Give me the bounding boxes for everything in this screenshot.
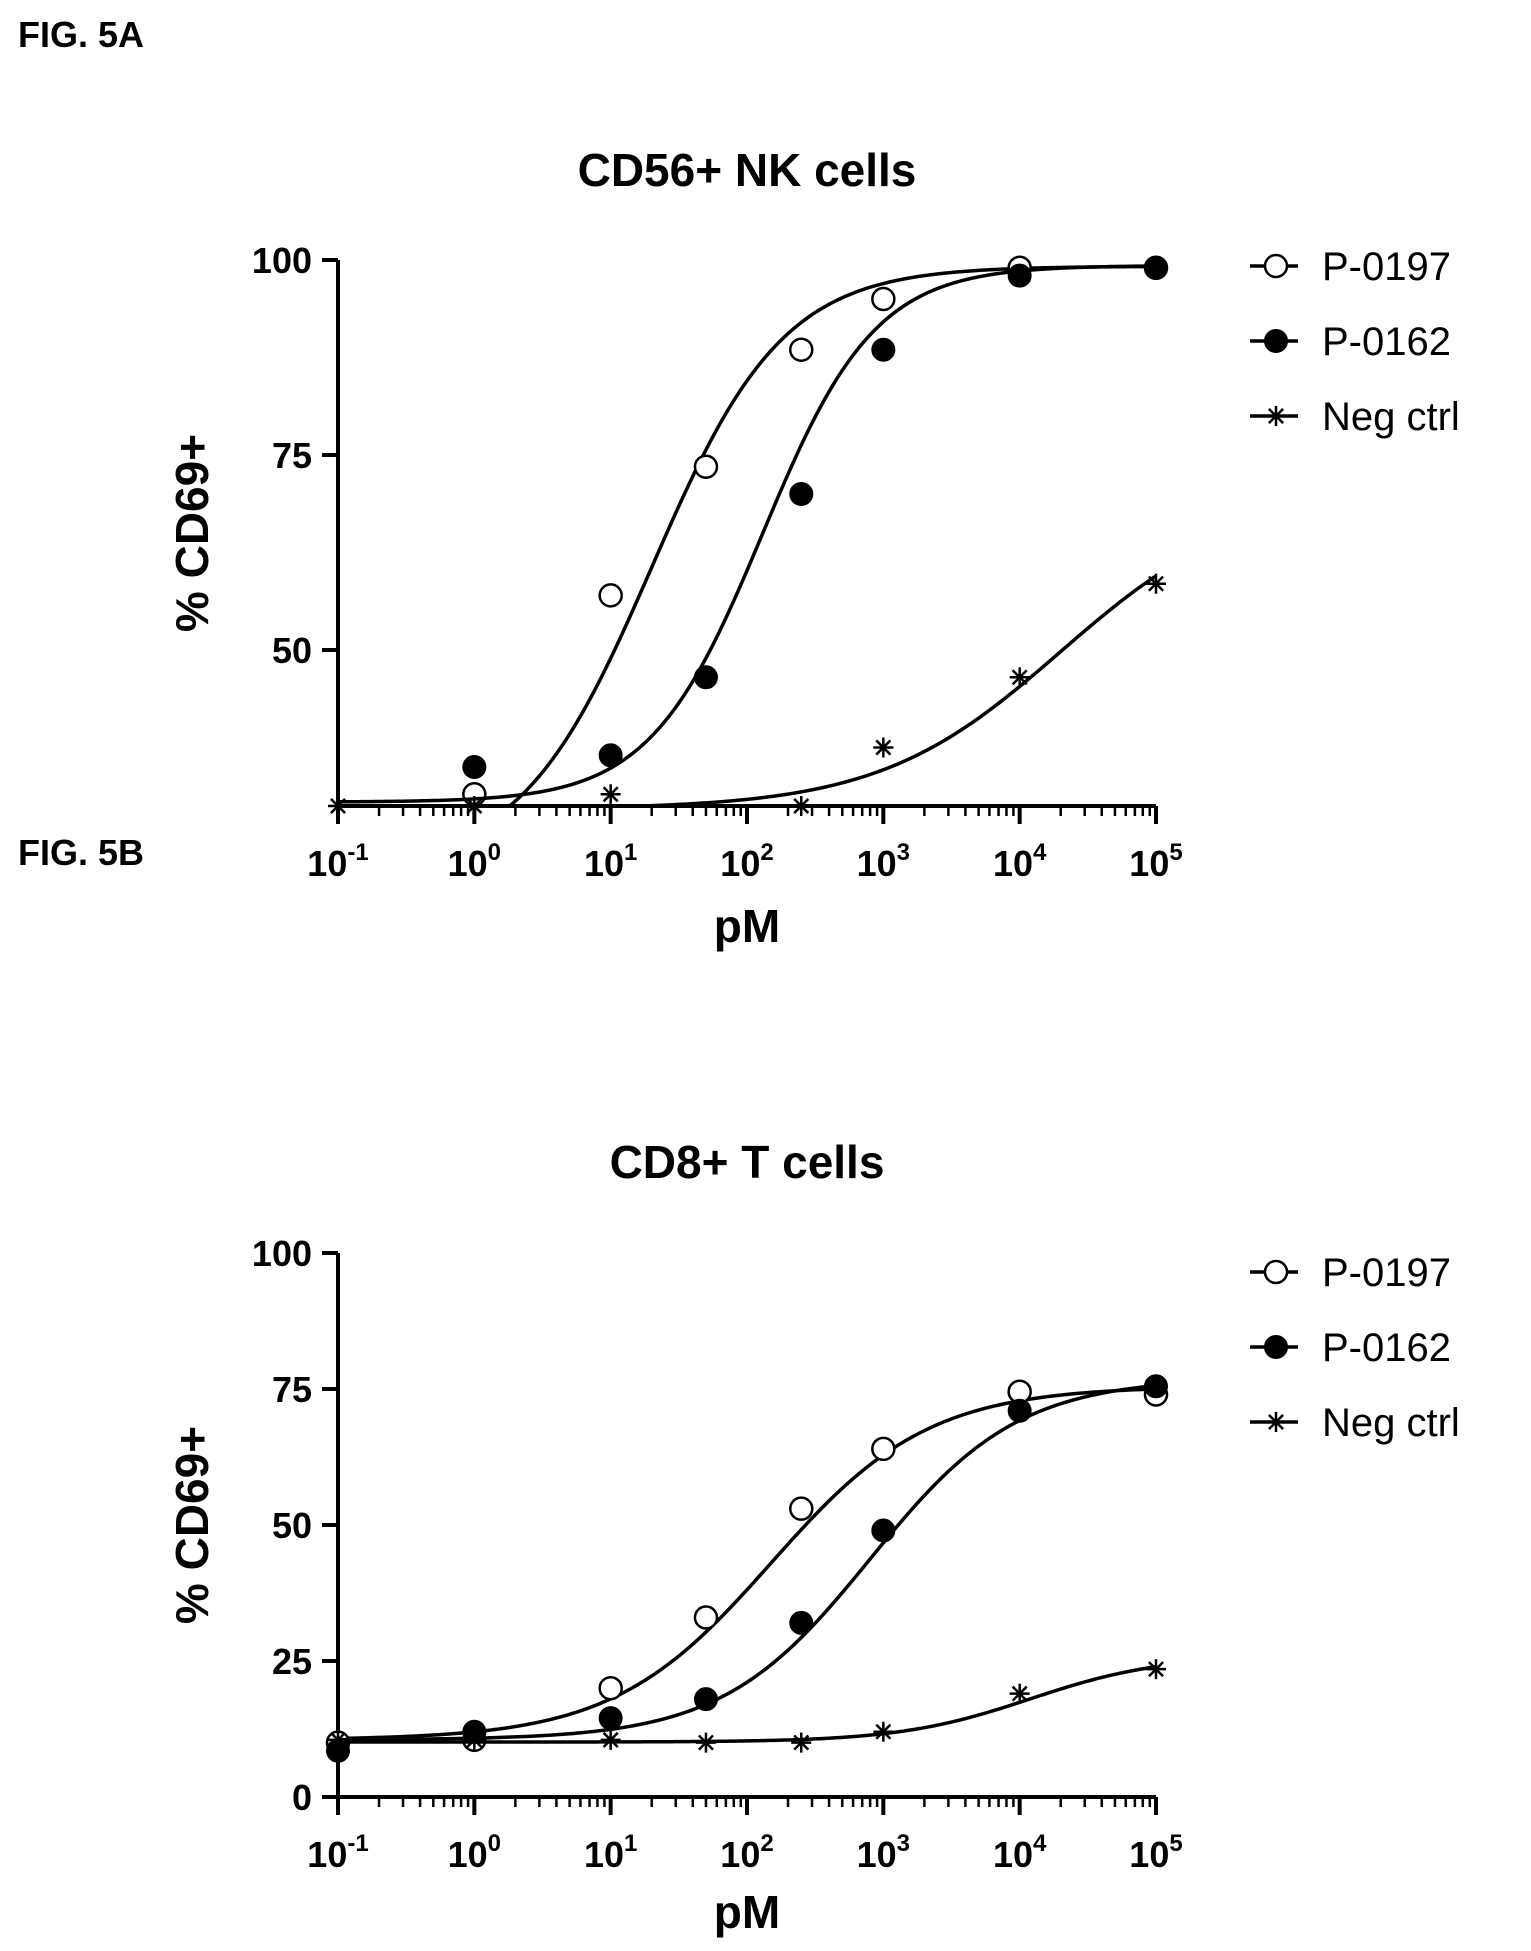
data-point-neg-ctrl [464,1729,485,1750]
data-point-neg-ctrl [695,1732,716,1753]
data-point-neg-ctrl [464,796,485,816]
legend-item-neg-ctrl: Neg ctrl [1250,395,1460,439]
x-tick-label: 103 [857,1830,910,1875]
legend-item-p-0197: P-0197 [1250,1251,1451,1295]
data-point-p-0162 [693,1687,718,1712]
x-tick-label: 105 [1129,839,1182,884]
data-point-p-0162 [789,482,814,506]
legend-label: Neg ctrl [1322,1401,1460,1445]
series-p-0162 [326,1374,1168,1763]
x-tick-label: 101 [584,839,637,884]
data-point-neg-ctrl [600,784,621,805]
legend-marker [1264,1335,1288,1359]
data-point-p-0162 [1007,263,1032,288]
legend-label: P-0162 [1322,1326,1451,1370]
series-neg-ctrl [328,573,1166,816]
data-point-neg-ctrl [873,737,894,758]
data-point-neg-ctrl [328,796,348,816]
x-tick-label: 100 [448,1830,501,1875]
x-tick-label: 105 [1129,1830,1182,1875]
y-tick-label: 50 [272,630,312,671]
fit-curve-neg-ctrl [338,1664,1157,1744]
data-point-p-0162 [1144,255,1168,280]
legend-marker [1264,329,1288,353]
x-axis-label: pM [714,900,780,952]
x-tick-label: 102 [720,1830,773,1875]
data-point-neg-ctrl [873,1721,894,1742]
data-point-neg-ctrl [1146,1659,1166,1680]
data-point-neg-ctrl [328,1729,348,1750]
data-point-p-0162 [598,743,623,768]
data-point-p-0162 [693,665,718,690]
data-point-p-0197 [693,454,719,479]
data-point-p-0197 [871,286,896,312]
data-point-p-0162 [462,755,487,779]
data-point-neg-ctrl [791,1732,812,1753]
data-point-p-0197 [789,1496,814,1521]
data-point-p-0162 [1007,1398,1032,1423]
legend-label: Neg ctrl [1322,395,1460,439]
x-tick-label: 100 [448,839,501,884]
data-point-p-0162 [789,1610,814,1635]
data-point-p-0197 [789,337,814,362]
legend-marker [1263,1259,1289,1285]
x-tick-label: 10-1 [307,1830,368,1875]
x-tick-label: 104 [993,1830,1047,1875]
y-axis-label: % CD69+ [166,1426,218,1624]
legend-item-p-0197: P-0197 [1250,245,1451,289]
series-neg-ctrl [328,1659,1166,1753]
legend-marker [1266,406,1286,426]
data-point-p-0162 [1144,1374,1168,1399]
legend-marker [1266,1412,1286,1432]
fit-curve-p-0162 [338,1383,1157,1742]
data-point-p-0197 [693,1605,719,1630]
x-tick-label: 103 [857,839,910,884]
x-tick-label: 104 [993,839,1047,884]
data-point-neg-ctrl [600,1729,621,1750]
x-tick-label: 10-1 [307,839,368,884]
y-tick-label: 100 [252,240,312,281]
data-point-neg-ctrl [1146,573,1166,594]
data-point-neg-ctrl [1009,1683,1030,1704]
x-axis-label: pM [714,1886,780,1938]
chart-title: CD8+ T cells [610,1136,885,1188]
y-tick-label: 75 [272,435,312,476]
legend-item-p-0162: P-0162 [1250,1326,1451,1370]
data-point-p-0197 [871,1436,896,1462]
data-point-neg-ctrl [1009,667,1030,688]
legend-marker [1263,253,1289,279]
data-point-p-0197 [598,583,623,608]
y-tick-label: 100 [252,1233,312,1274]
data-point-p-0197 [598,1675,623,1701]
legend-label: P-0162 [1322,320,1451,364]
legend-label: P-0197 [1322,245,1451,289]
data-point-neg-ctrl [791,796,812,816]
legend-label: P-0197 [1322,1251,1451,1295]
chart-title: CD56+ NK cells [578,144,917,196]
series-p-0197 [325,1379,1169,1755]
x-tick-label: 101 [584,1830,637,1875]
legend-item-neg-ctrl: Neg ctrl [1250,1401,1460,1445]
y-tick-label: 50 [272,1505,312,1546]
y-tick-label: 75 [272,1369,312,1410]
figure-label-5b: FIG. 5B [18,832,145,873]
chart-cd56-nk-cells: CD56+ NK cells 50 75 100 10-1 100 101 102 103 104… [166,144,1460,952]
y-tick-label: 25 [272,1641,312,1682]
legend-item-p-0162: P-0162 [1250,320,1451,364]
y-axis-label: % CD69+ [166,434,218,632]
x-tick-label: 102 [720,839,773,884]
data-point-p-0162 [871,337,896,362]
fit-curve-p-0197 [338,1387,1157,1741]
y-tick-label: 0 [292,1777,312,1818]
figure-label-5a: FIG. 5A [18,14,145,55]
data-point-p-0162 [871,1518,896,1543]
data-point-p-0162 [598,1706,623,1731]
